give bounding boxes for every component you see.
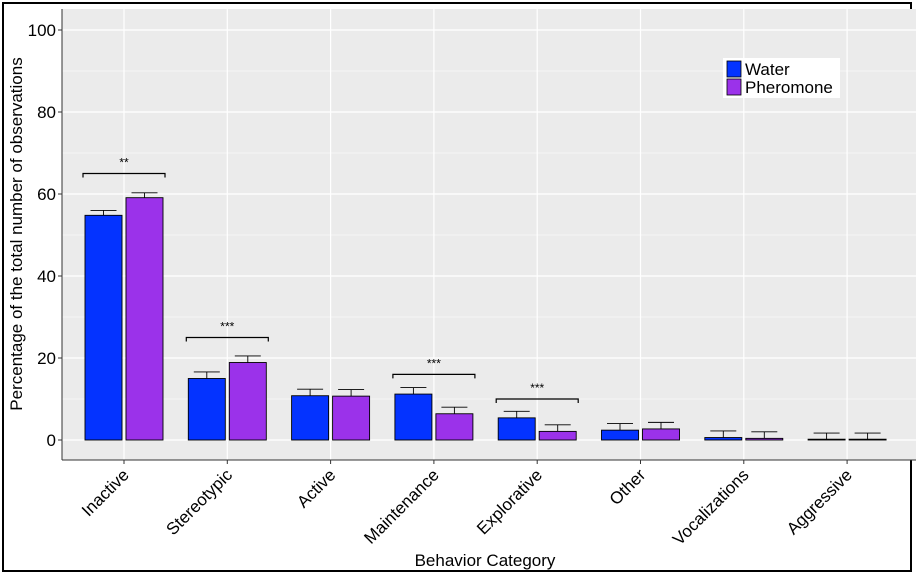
significance-label: ***: [530, 381, 544, 395]
x-axis: Inactive Stereotypic Active Maintenance Expl…: [62, 459, 916, 549]
significance-bracket: [82, 172, 166, 178]
significance-inactive: **: [82, 156, 166, 178]
y-tick-label-20: 20: [37, 349, 56, 368]
errorbar-water-other: [607, 423, 633, 431]
bar-pheromone-maintenance: [435, 413, 474, 441]
bars: [84, 197, 887, 441]
errorbar-pheromone-stereotypic: [234, 355, 261, 363]
x-tick-label-vocalizations: Vocalizations: [669, 465, 753, 549]
errorbar-water-aggressive: [813, 432, 840, 440]
errorbar-water-explorative: [503, 410, 530, 418]
legend-background: [723, 58, 840, 98]
y-tick-label-0: 0: [47, 431, 56, 450]
legend: Water Pheromone: [723, 58, 840, 98]
y-tick-label-60: 60: [37, 185, 56, 204]
bar-pheromone-active: [332, 395, 371, 441]
x-tick-label-inactive: Inactive: [78, 465, 133, 520]
bar-water-active: [291, 395, 330, 441]
errorbar-water-active: [297, 388, 324, 396]
significance-explorative: ***: [495, 381, 579, 403]
x-tick-label-stereotypic: Stereotypic: [163, 465, 237, 539]
errorbar-pheromone-maintenance: [441, 406, 468, 414]
error-bars: [90, 192, 881, 440]
bar-pheromone-stereotypic: [228, 362, 267, 441]
legend-swatch-pheromone: [726, 78, 742, 96]
bar-water-explorative: [497, 417, 536, 441]
y-tick-label-40: 40: [37, 267, 56, 286]
legend-label-water: Water: [745, 60, 790, 79]
x-tick-label-active: Active: [293, 465, 339, 511]
y-axis: 0 20 40 60 80 100: [28, 9, 63, 460]
errorbar-pheromone-other: [648, 421, 674, 429]
significance-label: ***: [427, 356, 441, 370]
y-axis-label: Percentage of the total number of observ…: [7, 57, 26, 410]
significance-bracket: [495, 398, 579, 403]
errorbar-pheromone-inactive: [131, 192, 158, 198]
bar-pheromone-other: [642, 428, 680, 441]
significance-label: ***: [220, 320, 234, 334]
significance-bracket: [185, 336, 269, 342]
bar-water-other: [601, 429, 639, 441]
bar-pheromone-vocalizations: [745, 437, 784, 441]
significance-stereotypic: ***: [185, 320, 269, 342]
errorbar-pheromone-aggressive: [854, 432, 881, 440]
errorbar-pheromone-vocalizations: [751, 431, 778, 439]
errorbar-pheromone-explorative: [544, 424, 571, 432]
bar-pheromone-inactive: [125, 197, 164, 441]
errorbar-water-stereotypic: [193, 371, 220, 379]
y-tick-label-100: 100: [28, 21, 56, 40]
bar-water-vocalizations: [704, 437, 743, 441]
y-tick-label-80: 80: [37, 103, 56, 122]
errorbar-water-inactive: [90, 209, 117, 216]
x-tick-label-maintenance: Maintenance: [360, 465, 442, 547]
x-tick-label-explorative: Explorative: [473, 465, 546, 538]
legend-label-pheromone: Pheromone: [745, 78, 833, 97]
significance-maintenance: ***: [392, 356, 476, 379]
x-tick-label-aggressive: Aggressive: [783, 465, 856, 538]
significance-bracket: [392, 373, 476, 379]
errorbar-water-maintenance: [400, 387, 427, 395]
bar-water-inactive: [84, 214, 123, 441]
legend-swatch-water: [726, 60, 742, 78]
bar-water-stereotypic: [187, 378, 226, 441]
errorbar-water-vocalizations: [710, 430, 737, 438]
significance-annotations: ***********: [82, 156, 579, 403]
x-tick-label-other: Other: [606, 465, 650, 509]
bar-pheromone-explorative: [538, 430, 577, 441]
significance-label: **: [119, 156, 129, 170]
errorbar-pheromone-active: [338, 389, 365, 397]
bar-water-maintenance: [394, 393, 433, 441]
x-axis-label: Behavior Category: [415, 551, 556, 570]
